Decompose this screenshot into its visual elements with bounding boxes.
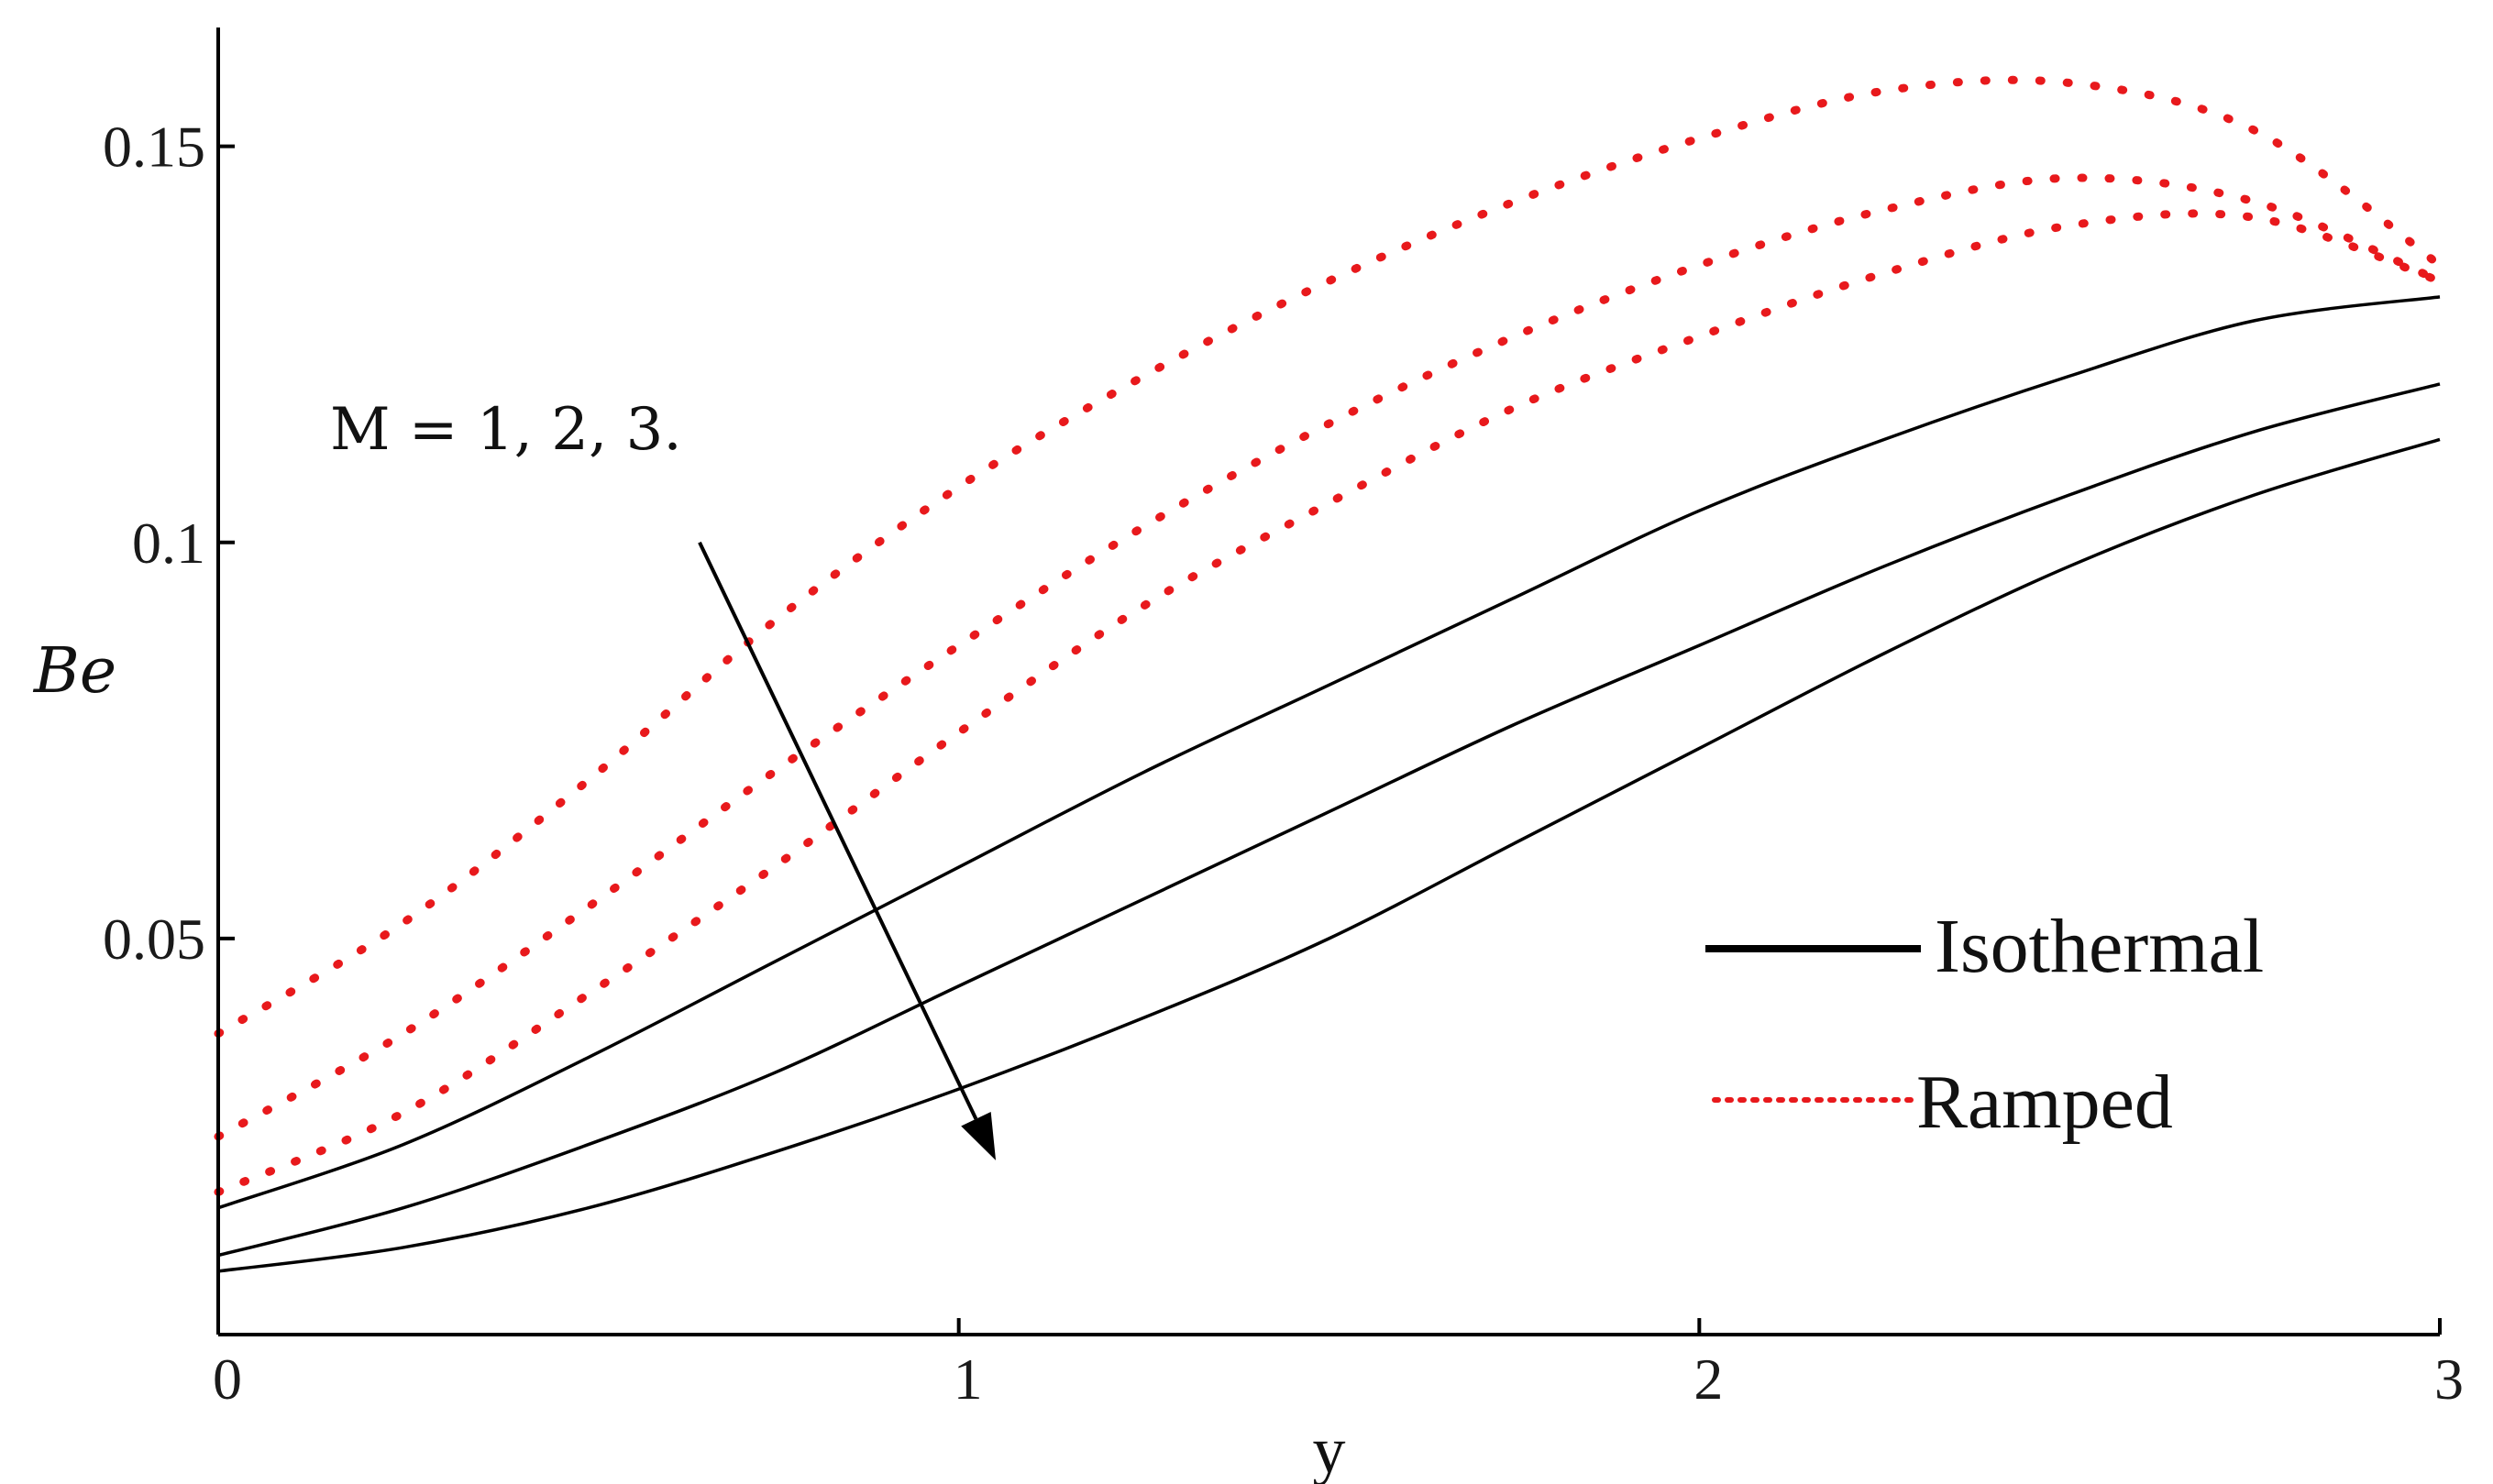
y-axis-label: Be: [32, 635, 116, 708]
annotation-arrow: [698, 541, 978, 1120]
x-tick-label: 1: [954, 1347, 983, 1412]
isothermal-curve-3: [217, 437, 2441, 1273]
x-tick-label: 0: [213, 1347, 242, 1412]
legend-label-ramped: Ramped: [1916, 1060, 2173, 1145]
x-axis-label: y: [1313, 1413, 1346, 1484]
isothermal-curve-2: [217, 382, 2441, 1258]
annotation-text: M = 1, 2, 3.: [330, 396, 682, 464]
ramped-curve-3: [214, 209, 2444, 1196]
isothermal-curve-1: [217, 295, 2441, 1210]
ramped-curve-2: [214, 173, 2444, 1141]
y-tick-label: 0.1: [132, 511, 205, 576]
series-layer: [214, 75, 2444, 1273]
x-tick-label: 2: [1693, 1347, 1723, 1412]
ramped-curve-1: [214, 75, 2444, 1039]
annotation: M = 1, 2, 3.: [330, 396, 997, 1160]
annotation-arrowhead: [961, 1111, 997, 1160]
y-tick-label: 0.15: [103, 115, 205, 180]
legend: Isothermal Ramped: [1705, 904, 2264, 1145]
y-tick-label: 0.05: [103, 907, 205, 972]
legend-label-isothermal: Isothermal: [1935, 904, 2264, 989]
x-tick-label: 3: [2434, 1347, 2464, 1412]
ticks-layer: 0 1 2 3 0.05 0.1 0.15: [103, 115, 2464, 1412]
